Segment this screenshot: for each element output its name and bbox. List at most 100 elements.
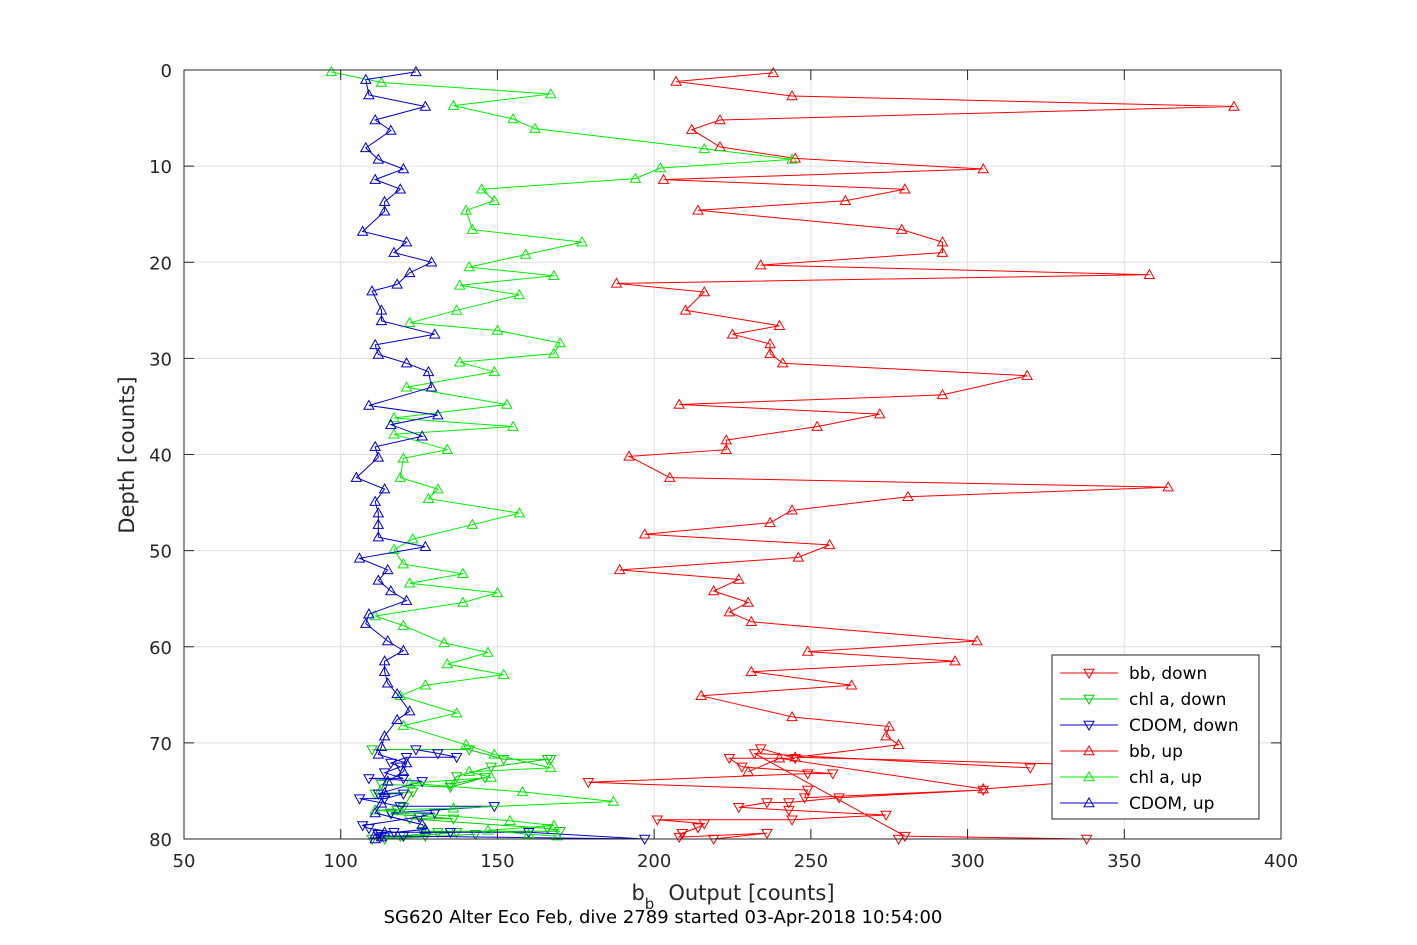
data-point xyxy=(826,769,839,780)
data-point xyxy=(397,452,410,463)
legend-label: chl a, up xyxy=(1129,768,1202,788)
series-cdom-up xyxy=(350,65,444,844)
data-point xyxy=(801,645,814,656)
data-point xyxy=(488,748,501,759)
data-point xyxy=(444,782,457,794)
y-tick-label: 50 xyxy=(149,542,172,563)
data-point xyxy=(723,754,736,765)
data-point xyxy=(378,483,391,494)
data-point xyxy=(607,795,620,806)
legend-item: chl a, up xyxy=(1060,768,1202,788)
data-point xyxy=(466,223,479,234)
data-point xyxy=(732,573,745,584)
data-point xyxy=(388,246,400,257)
data-point xyxy=(554,336,566,348)
data-point xyxy=(673,832,686,844)
x-tick-label: 100 xyxy=(324,851,358,872)
data-point xyxy=(629,172,642,183)
data-point xyxy=(576,236,588,247)
data-point xyxy=(416,430,429,441)
data-point xyxy=(457,596,469,607)
data-point xyxy=(391,713,403,725)
data-point xyxy=(754,259,767,270)
data-point xyxy=(391,278,403,289)
data-point xyxy=(388,411,400,423)
data-point xyxy=(388,428,400,439)
data-point xyxy=(400,753,413,764)
data-point xyxy=(353,794,366,805)
data-point xyxy=(369,807,382,818)
data-point xyxy=(692,204,704,215)
data-point xyxy=(400,757,413,768)
series-bb-up xyxy=(610,66,1256,794)
series-line xyxy=(616,72,1250,790)
data-point xyxy=(419,679,432,690)
data-point xyxy=(623,450,635,461)
data-point xyxy=(359,73,372,84)
data-point xyxy=(773,752,786,763)
data-point xyxy=(936,246,949,257)
data-point xyxy=(899,183,911,194)
data-point xyxy=(372,507,385,518)
data-point xyxy=(895,223,908,234)
data-point xyxy=(547,819,560,830)
data-point xyxy=(786,710,798,722)
legend: bb, down chl a, down CDOM, down bb, up chl a… xyxy=(1051,654,1260,820)
data-point xyxy=(789,152,802,163)
x-tick-label: 150 xyxy=(480,851,514,872)
data-point xyxy=(447,99,460,110)
data-point xyxy=(447,814,460,825)
data-point xyxy=(375,304,388,315)
data-point xyxy=(391,687,403,699)
data-point xyxy=(507,420,519,431)
data-point xyxy=(450,304,463,315)
data-point xyxy=(438,636,451,648)
data-point xyxy=(497,754,510,766)
series-group xyxy=(325,65,1256,846)
data-point xyxy=(1024,763,1037,774)
data-point xyxy=(977,163,990,174)
data-point xyxy=(372,574,385,585)
data-point xyxy=(610,277,623,288)
data-point xyxy=(497,668,510,679)
data-point xyxy=(369,440,382,452)
y-axis-ticks: 0 10 20 30 40 50 60 70 80 xyxy=(149,61,1281,851)
data-point xyxy=(381,563,394,575)
data-point xyxy=(899,831,911,843)
legend-label: CDOM, down xyxy=(1129,716,1239,736)
data-point xyxy=(460,738,472,750)
data-point xyxy=(482,824,494,835)
legend-item: bb, up xyxy=(1060,742,1183,762)
data-point xyxy=(378,730,391,741)
data-point xyxy=(381,634,394,646)
legend-marker xyxy=(1083,668,1095,680)
data-point xyxy=(385,808,397,820)
data-point xyxy=(845,679,858,690)
data-point xyxy=(372,531,385,542)
data-point xyxy=(880,730,892,741)
data-point xyxy=(403,705,416,716)
data-point xyxy=(450,753,463,764)
data-point xyxy=(748,749,761,760)
data-point xyxy=(485,762,498,773)
data-point xyxy=(475,183,488,194)
y-tick-label: 40 xyxy=(149,446,172,467)
data-point xyxy=(403,814,416,825)
data-point xyxy=(353,552,366,563)
data-point xyxy=(410,65,422,77)
data-point xyxy=(726,328,739,339)
y-tick-label: 0 xyxy=(161,61,172,82)
data-point xyxy=(378,768,391,779)
data-point xyxy=(761,828,773,840)
data-point xyxy=(372,153,385,164)
data-point xyxy=(363,399,375,410)
data-point xyxy=(971,634,983,646)
data-point xyxy=(450,707,463,718)
data-point xyxy=(372,748,385,759)
data-point xyxy=(736,762,748,773)
data-point xyxy=(350,471,363,482)
data-point xyxy=(397,719,410,730)
data-point xyxy=(698,142,711,154)
data-point xyxy=(977,785,990,796)
series-line xyxy=(359,749,645,840)
